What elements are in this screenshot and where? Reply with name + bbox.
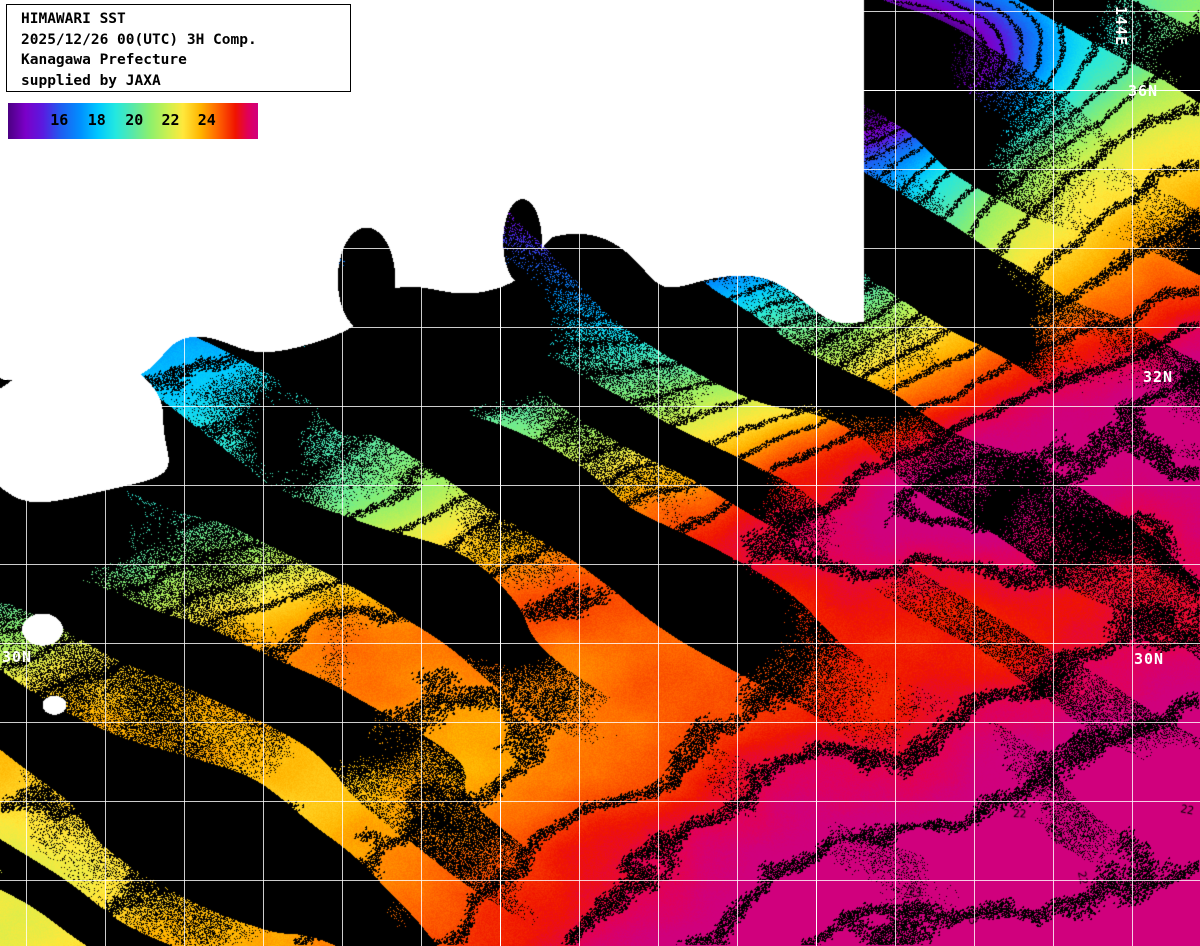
title-line-provider: supplied by JAXA <box>21 72 161 89</box>
title-line-product: HIMAWARI SST <box>21 11 126 27</box>
colorbar-tick-20: 20 <box>125 111 144 129</box>
colorbar-tick-18: 18 <box>87 111 106 129</box>
colorbar-tick-16: 16 <box>50 111 69 129</box>
latitude-label-30N: 30N <box>1134 650 1165 668</box>
title-line-region: Kanagawa Prefecture <box>21 52 187 68</box>
longitude-label-144E: 144E <box>1112 6 1130 47</box>
colorbar-tick-labels: 16 18 20 22 24 <box>8 103 258 139</box>
longitude-label-136E: 136E <box>482 6 500 47</box>
title-info-box: HIMAWARI SST 2025/12/26 00(UTC) 3H Comp.… <box>6 4 351 92</box>
colorbar-tick-24: 24 <box>197 111 216 129</box>
title-line-datetime: 2025/12/26 00(UTC) 3H Comp. <box>21 31 257 48</box>
temperature-colorbar: 16 18 20 22 24 <box>8 103 258 139</box>
latitude-label-30N: 30N <box>2 648 33 666</box>
colorbar-tick-22: 22 <box>161 111 180 129</box>
latitude-label-36N: 36N <box>1128 82 1159 100</box>
latitude-label-34N: 34N <box>2 366 33 384</box>
latitude-label-32N: 32N <box>1143 368 1174 386</box>
colorbar-gradient <box>8 103 258 139</box>
